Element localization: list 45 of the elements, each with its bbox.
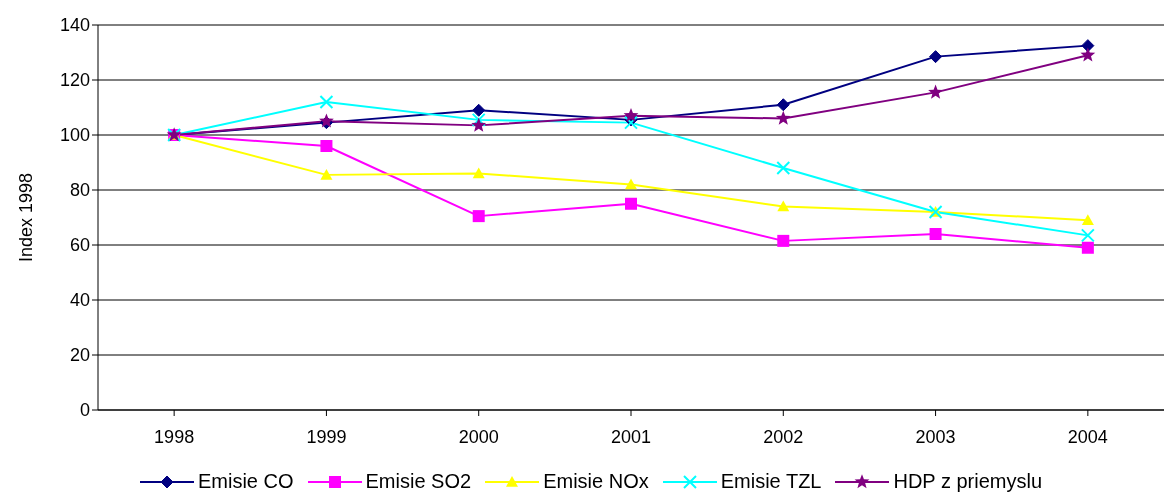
y-tick-label: 120 xyxy=(59,70,90,91)
x-tick-label: 2000 xyxy=(458,426,499,447)
y-axis-title: Index 1998 xyxy=(16,172,37,263)
y-tick-label: 60 xyxy=(69,235,90,256)
point xyxy=(320,140,333,152)
point xyxy=(777,200,790,212)
x-tick-label: 2001 xyxy=(610,426,652,447)
x-tick-label: 2003 xyxy=(915,426,956,447)
point xyxy=(320,168,333,180)
x-tick-label: 1999 xyxy=(306,426,347,447)
y-tick-label: 100 xyxy=(59,125,90,146)
point xyxy=(625,197,637,210)
legend-label: Emisie CO xyxy=(197,470,294,493)
y-tick-label: 40 xyxy=(69,290,90,311)
point xyxy=(1081,241,1094,254)
y-tick-label: 0 xyxy=(79,400,90,421)
point xyxy=(1081,214,1094,226)
point xyxy=(623,107,639,123)
x-tick-label: 2004 xyxy=(1067,426,1108,447)
point xyxy=(1081,39,1095,53)
x-tick-label: 1998 xyxy=(154,426,195,447)
point xyxy=(319,95,334,109)
point xyxy=(472,167,485,179)
y-tick-label: 140 xyxy=(59,15,90,36)
point xyxy=(776,98,790,112)
legend-label: Emisie TZL xyxy=(720,470,822,493)
point xyxy=(1080,228,1095,243)
point xyxy=(928,84,943,99)
point xyxy=(625,178,637,190)
y-tick-label: 80 xyxy=(69,180,90,201)
point xyxy=(472,210,485,223)
legend-label: Emisie SO2 xyxy=(365,470,472,493)
point xyxy=(775,110,791,125)
point xyxy=(929,228,942,240)
y-tick-label: 20 xyxy=(69,345,90,366)
x-tick-label: 2002 xyxy=(763,426,804,447)
point xyxy=(471,112,486,127)
point xyxy=(777,234,790,247)
point xyxy=(472,103,486,117)
legend-label: Emisie NOx xyxy=(543,470,649,493)
legend-label: HDP z priemyslu xyxy=(893,470,1043,493)
point xyxy=(776,161,791,175)
point xyxy=(1080,47,1096,62)
point xyxy=(471,117,487,132)
point xyxy=(929,50,943,64)
